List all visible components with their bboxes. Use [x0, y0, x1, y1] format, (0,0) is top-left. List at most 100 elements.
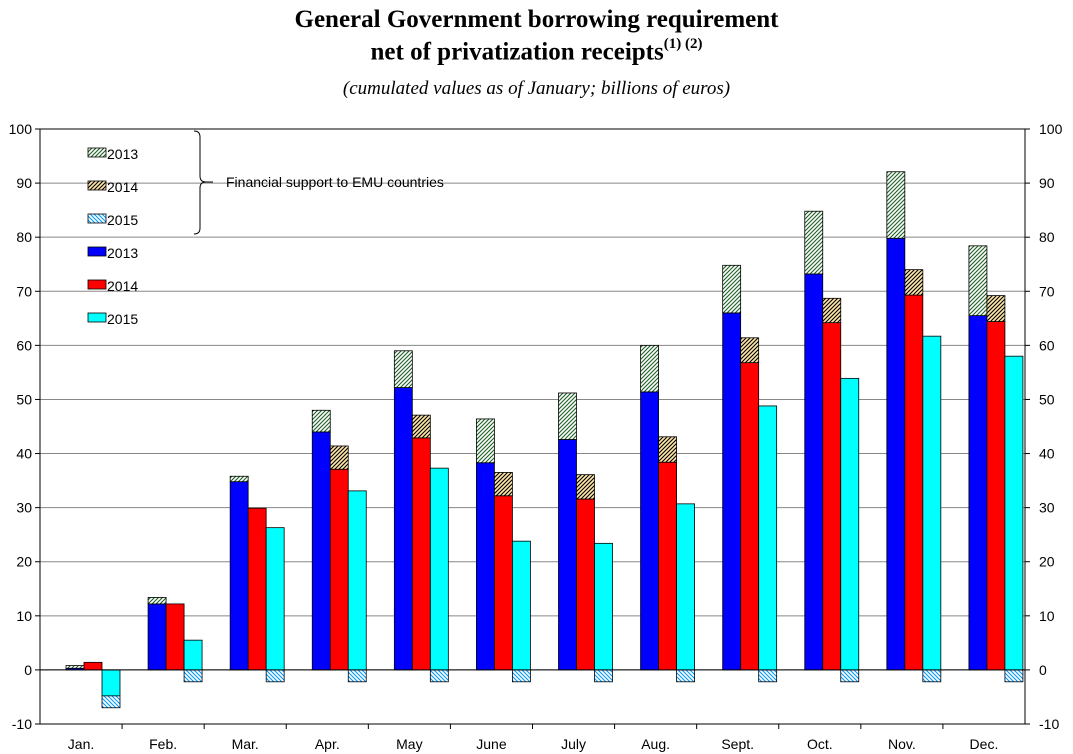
axes: -10 -10 0 0 10 10 20 20 30 30 40 40 50 50 60 60 70 70 80 80…	[9, 121, 1063, 752]
bar-2015-July	[594, 542, 613, 671]
support-bar-2014-Sept.	[740, 337, 760, 364]
plot-frame	[39, 128, 1026, 725]
support-bar-2015-July	[594, 669, 613, 683]
bar-2014-Nov.	[904, 294, 924, 671]
y-tick-label-right: -10	[1039, 716, 1059, 732]
bar-2014-July	[576, 498, 595, 671]
legend: 2013 2014 2015 2013 2014 2015 Financial suppor…	[87, 130, 444, 327]
bar-2013-Sept.	[722, 312, 742, 671]
legend-swatch-support-2014	[87, 180, 107, 191]
chart-title-line1: General Government borrowing requirement	[294, 6, 779, 33]
x-tick-label: May	[396, 736, 422, 752]
support-bar-2013-Aug.	[640, 344, 659, 393]
x-tick-label: Dec.	[970, 736, 999, 752]
support-bar-2013-June	[476, 418, 495, 464]
x-tick-label: Apr.	[315, 736, 340, 752]
bar-2015-Apr.	[347, 490, 367, 671]
support-bar-2015-Oct.	[840, 669, 860, 683]
bar-2014-June	[494, 495, 513, 671]
legend-swatch-series-2015	[87, 312, 107, 323]
y-tick-label-left: -10	[12, 716, 32, 732]
support-bar-2014-May	[411, 414, 431, 439]
bar-2013-June	[476, 462, 495, 671]
support-bar-2014-Nov.	[904, 269, 924, 296]
legend-label-support-2015: 2015	[107, 212, 138, 228]
y-tick-label-right: 20	[1039, 554, 1055, 570]
bar-2013-Nov.	[886, 237, 906, 671]
y-tick-label-right: 70	[1039, 283, 1055, 299]
bar-2013-May	[393, 387, 413, 671]
x-tick-label: June	[476, 736, 507, 752]
bar-2013-Apr.	[311, 431, 331, 671]
support-bar-2013-July	[558, 392, 577, 440]
y-tick-label-left: 10	[16, 608, 32, 624]
bar-2014-Sept.	[740, 362, 760, 671]
y-tick-label-right: 90	[1039, 175, 1055, 191]
support-label: Financial support to EMU countries	[226, 174, 444, 190]
y-tick-label-right: 0	[1039, 662, 1047, 678]
support-bar-2013-Apr.	[311, 409, 331, 433]
support-bar-2014-July	[576, 474, 595, 500]
y-tick-label-right: 30	[1039, 500, 1055, 516]
y-tick-label-left: 50	[16, 391, 32, 407]
support-bar-2015-Nov.	[922, 669, 942, 683]
bar-2015-Feb.	[183, 639, 203, 671]
x-tick-label: Oct.	[807, 736, 833, 752]
legend-brace	[193, 130, 207, 235]
legend-label-support-2014: 2014	[107, 179, 138, 195]
support-bar-2015-Jan.	[101, 695, 121, 709]
bar-2013-Oct.	[804, 273, 824, 671]
legend-swatch-support-2013	[87, 147, 107, 158]
support-bar-2015-Aug.	[676, 669, 695, 683]
support-bar-2014-Oct.	[822, 297, 842, 324]
x-tick-label: Nov.	[888, 736, 916, 752]
bar-2015-Aug.	[676, 503, 695, 671]
support-bar-2014-Aug.	[658, 436, 677, 463]
bar-2014-Dec.	[986, 321, 1006, 671]
x-tick-label: Mar.	[232, 736, 259, 752]
bar-2014-Feb.	[165, 603, 185, 671]
y-tick-label-left: 70	[16, 283, 32, 299]
y-tick-label-left: 90	[16, 175, 32, 191]
x-tick-label: July	[561, 736, 586, 752]
bar-2013-Dec.	[968, 315, 988, 671]
y-tick-label-left: 20	[16, 554, 32, 570]
support-bar-2013-Mar.	[229, 475, 249, 483]
bar-2014-Oct.	[822, 322, 842, 671]
chart-title-line2: net of privatization receipts(1) (2)	[0, 36, 1073, 66]
bar-2013-Feb.	[147, 603, 167, 671]
support-bar-2015-May	[429, 669, 449, 683]
bar-2013-Aug.	[640, 391, 659, 671]
support-bar-2015-Mar.	[265, 669, 285, 683]
y-tick-label-left: 80	[16, 229, 32, 245]
chart-title-line2-text: net of privatization receipts	[370, 38, 664, 66]
bar-2015-Oct.	[840, 377, 860, 671]
support-bar-2015-Apr.	[347, 669, 367, 683]
legend-label-support-2013: 2013	[107, 146, 138, 162]
bar-2015-June	[512, 540, 531, 671]
y-tick-label-left: 30	[16, 500, 32, 516]
support-bar-2013-Feb.	[147, 597, 167, 605]
support-bar-2014-June	[494, 472, 513, 497]
bar-2014-May	[411, 437, 431, 671]
y-tick-label-right: 80	[1039, 229, 1055, 245]
support-bar-2013-Nov.	[886, 171, 906, 239]
y-tick-label-left: 0	[24, 662, 32, 678]
bar-2013-Mar.	[229, 481, 249, 671]
legend-label-series-2013: 2013	[107, 245, 138, 261]
x-tick-label: Aug.	[641, 736, 670, 752]
support-bar-2015-Dec.	[1004, 669, 1024, 683]
y-tick-label-left: 40	[16, 446, 32, 462]
bar-2014-Apr.	[329, 468, 349, 671]
support-bar-2014-Dec.	[986, 295, 1006, 322]
support-bar-2013-Dec.	[968, 245, 988, 317]
bar-2015-May	[429, 467, 449, 671]
y-tick-label-right: 40	[1039, 446, 1055, 462]
y-tick-label-right: 100	[1039, 121, 1063, 137]
y-tick-label-right: 50	[1039, 391, 1055, 407]
bar-2014-Aug.	[658, 461, 677, 671]
bar-2014-Jan.	[83, 661, 103, 671]
support-bar-2015-June	[512, 669, 531, 683]
bar-2015-Nov.	[922, 335, 942, 671]
